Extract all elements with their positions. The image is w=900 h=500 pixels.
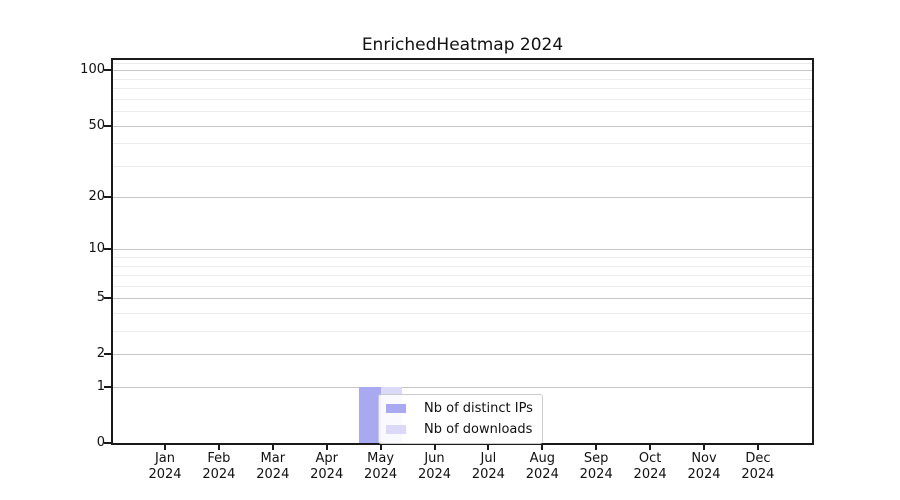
x-tick-label: Apr 2024 bbox=[310, 451, 344, 482]
gridline-minor bbox=[113, 257, 812, 258]
x-tick-mark bbox=[433, 445, 436, 450]
x-tick-label: Mar 2024 bbox=[256, 451, 290, 482]
legend-item-label: Nb of distinct IPs bbox=[424, 401, 533, 416]
gridline-minor bbox=[113, 99, 812, 100]
gridline-major bbox=[113, 387, 812, 388]
legend-swatch bbox=[386, 404, 406, 413]
y-tick-label: 10 bbox=[88, 241, 105, 257]
gridline-minor bbox=[113, 79, 812, 80]
legend-item: Nb of downloads bbox=[386, 421, 533, 438]
gridline-minor bbox=[113, 286, 812, 287]
x-tick-mark bbox=[595, 445, 598, 450]
x-tick-label: Jan 2024 bbox=[148, 451, 182, 482]
y-tick-mark bbox=[104, 353, 111, 356]
y-tick-label: 0 bbox=[96, 435, 105, 450]
y-tick-mark bbox=[104, 386, 111, 389]
y-tick-label: 100 bbox=[80, 62, 105, 78]
bar-nb-of-distinct-ips bbox=[359, 387, 381, 443]
legend-item-label: Nb of downloads bbox=[424, 422, 533, 437]
legend-item: Nb of distinct IPs bbox=[386, 400, 533, 417]
y-tick-mark bbox=[104, 124, 111, 127]
x-tick-mark bbox=[703, 445, 705, 450]
legend: Nb of distinct IPs Nb of downloads bbox=[378, 394, 543, 444]
x-tick-mark bbox=[756, 445, 759, 450]
x-tick-label: Dec 2024 bbox=[741, 451, 775, 482]
x-tick-label: Feb 2024 bbox=[202, 451, 236, 482]
gridline-minor bbox=[113, 331, 812, 332]
gridline-minor bbox=[113, 166, 812, 167]
gridline-minor bbox=[113, 266, 812, 267]
gridline-major bbox=[113, 126, 812, 127]
gridline-major bbox=[113, 70, 812, 71]
gridline-minor bbox=[113, 63, 812, 64]
x-tick-mark bbox=[487, 445, 490, 450]
x-tick-label: Nov 2024 bbox=[687, 451, 721, 482]
gridline-minor bbox=[113, 111, 812, 112]
gridline-minor bbox=[113, 313, 812, 314]
y-tick-mark bbox=[104, 442, 111, 444]
x-tick-label: Jul 2024 bbox=[471, 451, 505, 482]
y-tick-mark bbox=[104, 196, 111, 199]
gridline-minor bbox=[113, 88, 812, 89]
gridline-minor bbox=[113, 275, 812, 276]
chart-title: EnrichedHeatmap 2024 bbox=[361, 35, 564, 55]
y-tick-label: 1 bbox=[96, 379, 105, 395]
x-tick-label: Aug 2024 bbox=[525, 451, 559, 482]
x-tick-mark bbox=[541, 445, 544, 450]
gridline-major bbox=[113, 197, 812, 198]
x-tick-label: Oct 2024 bbox=[633, 451, 667, 482]
gridline-major bbox=[113, 249, 812, 250]
x-tick-mark bbox=[217, 445, 220, 450]
x-tick-label: Sep 2024 bbox=[579, 451, 613, 482]
y-tick-label: 2 bbox=[96, 346, 105, 362]
y-tick-mark bbox=[104, 69, 111, 72]
legend-swatch bbox=[386, 425, 406, 434]
x-tick-label: May 2024 bbox=[364, 451, 398, 482]
plot-area bbox=[113, 60, 812, 443]
gridline-major bbox=[113, 298, 812, 299]
x-tick-mark bbox=[164, 445, 166, 450]
x-tick-mark bbox=[379, 445, 382, 450]
x-tick-mark bbox=[271, 445, 274, 450]
y-tick-label: 20 bbox=[88, 189, 105, 205]
y-tick-mark bbox=[104, 297, 111, 300]
x-tick-mark bbox=[325, 445, 328, 450]
gridline-major bbox=[113, 354, 812, 355]
y-tick-label: 50 bbox=[88, 117, 105, 133]
x-tick-mark bbox=[649, 445, 652, 450]
x-tick-label: Jun 2024 bbox=[417, 451, 452, 482]
y-tick-label: 5 bbox=[96, 290, 105, 306]
gridline-minor bbox=[113, 143, 812, 144]
y-tick-mark bbox=[104, 248, 111, 251]
